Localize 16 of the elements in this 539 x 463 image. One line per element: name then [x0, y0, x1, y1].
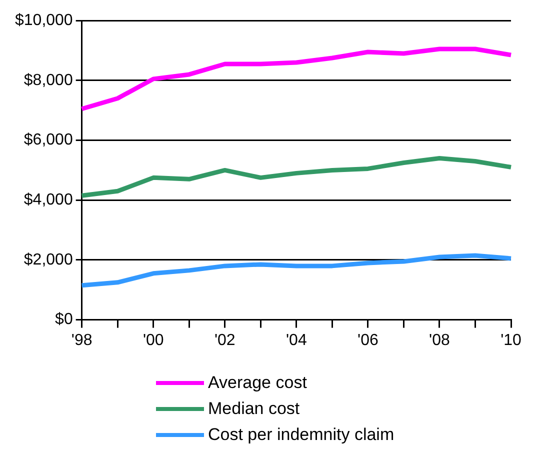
- y-tick-label: $10,000: [14, 12, 73, 30]
- x-tick-label: '98: [71, 332, 92, 349]
- legend-label: Cost per indemnity claim: [208, 425, 394, 445]
- y-tick-label: $2,000: [24, 251, 73, 268]
- x-tick-label: '00: [142, 332, 164, 349]
- x-tick-label: '08: [429, 332, 450, 349]
- y-tick-label: $8,000: [24, 72, 73, 89]
- x-tick-label: '02: [214, 332, 236, 349]
- x-tick-label: '04: [286, 332, 307, 349]
- legend-label: Average cost: [208, 373, 307, 393]
- y-tick-label: $4,000: [24, 192, 73, 209]
- y-tick-label: $6,000: [24, 132, 73, 149]
- x-tick-label: '10: [500, 332, 522, 349]
- legend-label: Median cost: [208, 399, 300, 419]
- y-tick-label: $0: [55, 311, 73, 328]
- x-tick-label: '06: [358, 332, 378, 349]
